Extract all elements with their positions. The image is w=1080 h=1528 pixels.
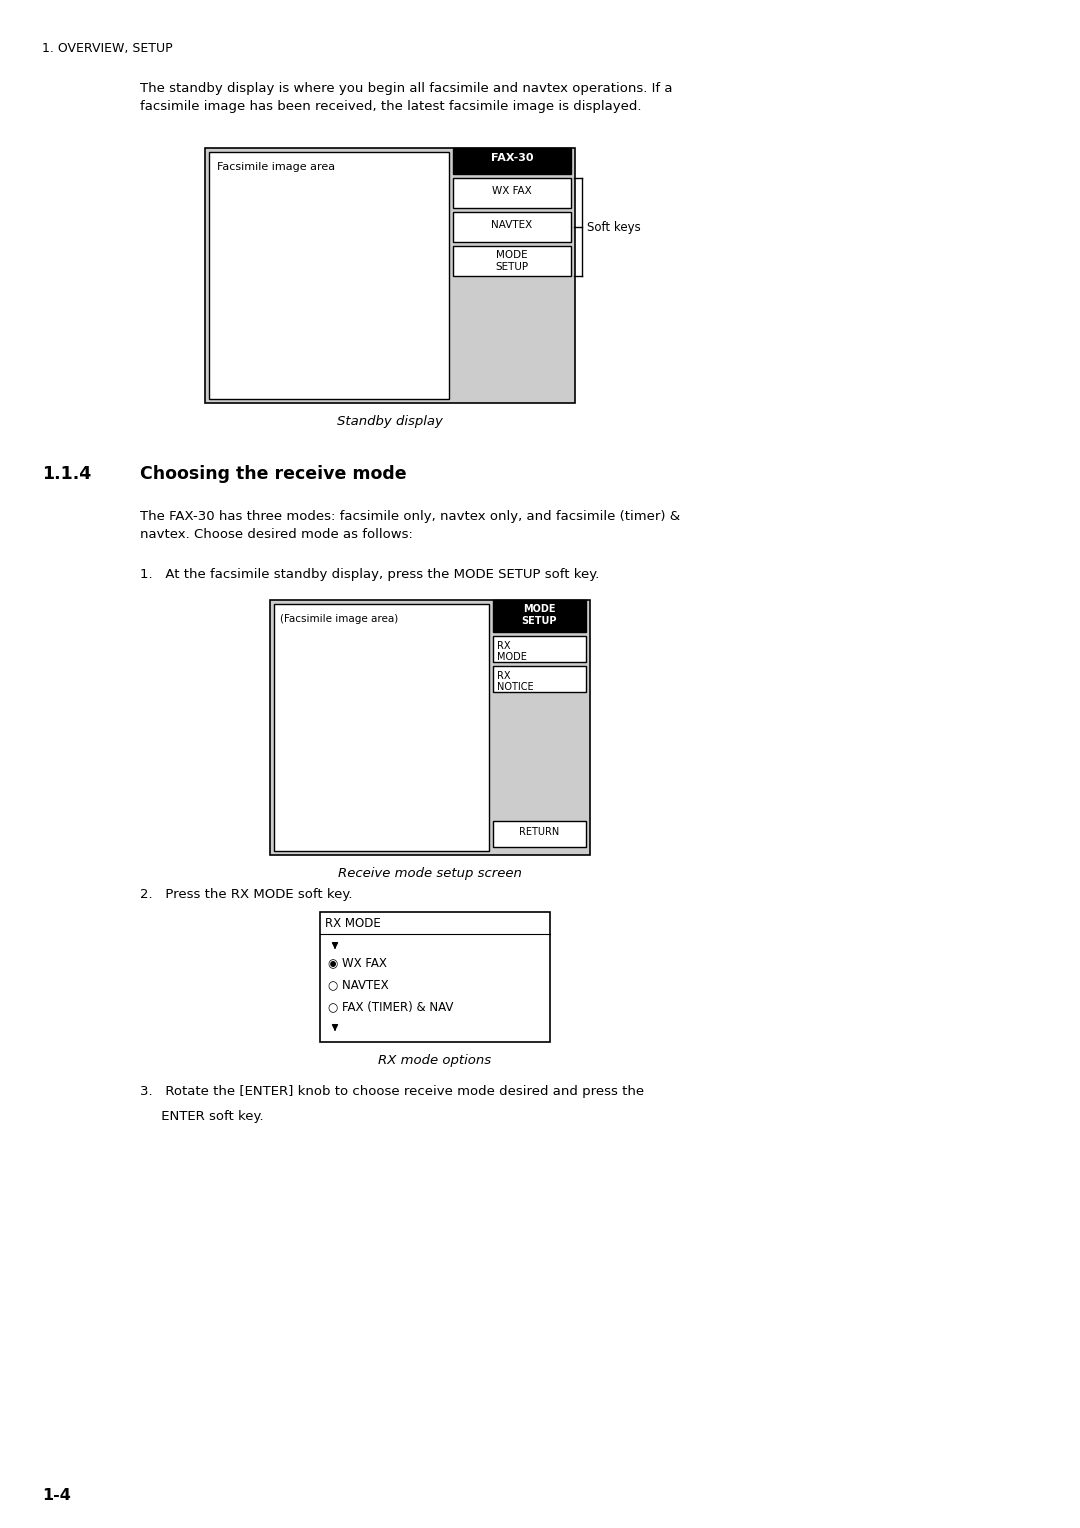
Text: ○ FAX (TIMER) & NAV: ○ FAX (TIMER) & NAV	[328, 999, 454, 1013]
Text: Receive mode setup screen: Receive mode setup screen	[338, 866, 522, 880]
Bar	[210, 151, 449, 399]
Text: RETURN: RETURN	[518, 827, 559, 837]
Text: ○ NAVTEX: ○ NAVTEX	[328, 978, 389, 992]
Text: Standby display: Standby display	[337, 416, 443, 428]
Bar	[205, 148, 575, 403]
Text: Soft keys: Soft keys	[588, 222, 640, 234]
Text: MODE
SETUP: MODE SETUP	[496, 251, 528, 272]
Text: Facsimile image area: Facsimile image area	[217, 162, 335, 173]
Bar	[453, 246, 571, 277]
Text: The standby display is where you begin all facsimile and navtex operations. If a: The standby display is where you begin a…	[140, 83, 673, 113]
Bar	[453, 177, 571, 208]
Text: 1.   At the facsimile standby display, press the MODE SETUP soft key.: 1. At the facsimile standby display, pre…	[140, 568, 599, 581]
Text: RX
MODE: RX MODE	[497, 642, 527, 662]
Text: Choosing the receive mode: Choosing the receive mode	[140, 465, 407, 483]
Text: 1-4: 1-4	[42, 1488, 71, 1504]
Bar	[492, 601, 586, 633]
Text: FAX-30: FAX-30	[490, 153, 534, 163]
Text: 2.   Press the RX MODE soft key.: 2. Press the RX MODE soft key.	[140, 888, 352, 902]
Text: ENTER soft key.: ENTER soft key.	[140, 1109, 264, 1123]
Text: NAVTEX: NAVTEX	[491, 220, 532, 231]
Text: RX
NOTICE: RX NOTICE	[497, 671, 534, 692]
Bar	[492, 636, 586, 662]
Text: 3.   Rotate the [ENTER] knob to choose receive mode desired and press the: 3. Rotate the [ENTER] knob to choose rec…	[140, 1085, 644, 1099]
Bar	[270, 601, 590, 856]
Text: RX MODE: RX MODE	[325, 917, 381, 931]
Text: MODE
SETUP: MODE SETUP	[522, 604, 557, 625]
Bar	[453, 212, 571, 241]
Text: ◉ WX FAX: ◉ WX FAX	[328, 957, 387, 969]
Text: (Facsimile image area): (Facsimile image area)	[280, 614, 399, 623]
Bar	[492, 666, 586, 692]
Text: WX FAX: WX FAX	[492, 186, 531, 196]
Text: RX mode options: RX mode options	[378, 1054, 491, 1067]
Bar	[320, 912, 550, 1042]
Bar	[453, 148, 571, 174]
Text: The FAX-30 has three modes: facsimile only, navtex only, and facsimile (timer) &: The FAX-30 has three modes: facsimile on…	[140, 510, 680, 541]
Text: 1.1.4: 1.1.4	[42, 465, 91, 483]
Text: 1. OVERVIEW, SETUP: 1. OVERVIEW, SETUP	[42, 41, 173, 55]
Bar	[274, 604, 489, 851]
Bar	[492, 821, 586, 847]
